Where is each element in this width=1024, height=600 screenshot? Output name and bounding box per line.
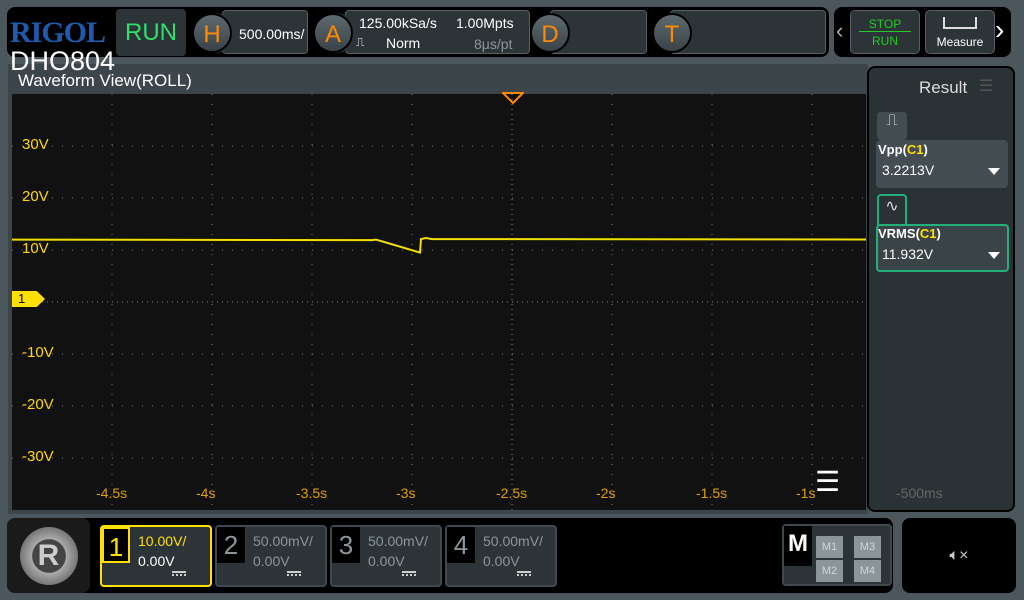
y-axis-label: -10V <box>22 344 54 361</box>
acquire-icon[interactable]: A <box>313 13 353 53</box>
dc-coupling-icon <box>402 571 416 576</box>
chevron-right-icon[interactable]: › <box>995 14 1005 45</box>
trigger-icon[interactable]: T <box>652 13 692 53</box>
channel-scale: 50.00mV/ <box>253 533 313 549</box>
channel-3-box[interactable]: 3 50.00mV/ 0.00V <box>330 525 442 587</box>
dropdown-icon[interactable] <box>988 252 1000 265</box>
drag-handle-icon[interactable]: ☰ <box>979 78 994 95</box>
channel-offset: 0.00V <box>253 553 290 569</box>
math-m1-button[interactable]: M1 <box>816 536 843 558</box>
sample-rate: 125.00kSa/s <box>359 15 437 31</box>
pulse-icon: ⎍ <box>356 35 365 49</box>
run-status-button[interactable]: RUN <box>116 9 186 56</box>
run-label: RUN <box>872 34 898 48</box>
y-axis-label: 30V <box>22 136 49 153</box>
channel-scale: 10.00V/ <box>138 533 187 549</box>
measure-name: Vpp <box>878 142 903 157</box>
channel-number: 1 <box>102 527 130 563</box>
measure-name: VRMS <box>878 226 916 241</box>
x-axis-label: -4.5s <box>96 485 128 501</box>
rigol-home-button[interactable]: R <box>7 518 90 593</box>
x-axis-label: -4s <box>196 485 216 501</box>
measure-value: 11.932V <box>882 246 934 262</box>
math-m4-button[interactable]: M4 <box>854 560 881 582</box>
measure-label: Measure <box>936 35 984 49</box>
x-axis-label: -1s <box>796 485 816 501</box>
stop-label: STOP <box>859 17 911 32</box>
measure-value: 3.2213V <box>882 162 935 178</box>
math-m2-button[interactable]: M2 <box>816 560 843 582</box>
horizontal-icon[interactable]: H <box>192 13 232 53</box>
memory-depth: 1.00Mpts <box>456 15 514 31</box>
trigger-box[interactable] <box>670 10 826 54</box>
channel-scale: 50.00mV/ <box>483 533 543 549</box>
result-panel: Result ☰ ⎍ Vpp(C1) 3.2213V ∿ VRMS(C1) 11… <box>867 66 1015 512</box>
menu-expand-icon[interactable]: ☰ <box>815 466 841 497</box>
x-axis-label: -3s <box>396 485 416 501</box>
math-label: M <box>784 526 812 566</box>
y-axis-label: 20V <box>22 188 49 205</box>
model-name: DHO804 <box>10 46 116 76</box>
waveform-svg <box>12 94 866 510</box>
result-title: Result <box>919 78 968 97</box>
measurement-vrms[interactable]: VRMS(C1) 11.932V <box>876 224 1009 272</box>
waveform-title: Waveform View(ROLL) <box>18 71 192 90</box>
channel-offset: 0.00V <box>368 553 405 569</box>
x-axis-label: -3.5s <box>296 485 328 501</box>
dropdown-icon[interactable] <box>988 168 1000 181</box>
math-m3-button[interactable]: M3 <box>854 536 881 558</box>
measure-button[interactable]: Measure <box>925 10 995 54</box>
waveform-grid[interactable] <box>12 94 866 510</box>
x-axis-label: -2s <box>596 485 616 501</box>
chevron-left-icon[interactable]: ‹ <box>836 18 844 43</box>
dc-coupling-icon <box>517 571 531 576</box>
channel-4-box[interactable]: 4 50.00mV/ 0.00V <box>445 525 557 587</box>
channel-offset: 0.00V <box>138 553 175 569</box>
channel1-offset-marker[interactable]: 1 <box>12 291 45 307</box>
dc-coupling-icon <box>172 571 186 576</box>
y-axis-label: -20V <box>22 396 54 413</box>
horizontal-scale-box[interactable]: 500.00ms/ <box>222 10 308 54</box>
x-axis-label: -2.5s <box>496 485 528 501</box>
channel-offset: 0.00V <box>483 553 520 569</box>
time-per-point: 8μs/pt <box>474 36 513 52</box>
y-axis-label: -30V <box>22 448 54 465</box>
sound-mute-icon[interactable]: 🔈︎× <box>902 518 1016 593</box>
rigol-logo: RIGOL <box>10 16 106 49</box>
gear-logo-icon: R <box>19 526 78 585</box>
measure-source: C1 <box>906 142 924 157</box>
channel-number: 2 <box>217 527 245 563</box>
acquire-box[interactable]: 125.00kSa/s 1.00Mpts ⎍ Norm 8μs/pt <box>345 10 530 54</box>
sine-measure-icon: ∿ <box>877 194 907 226</box>
y-axis-label: 10V <box>22 240 49 257</box>
stop-run-button[interactable]: STOP RUN <box>850 10 920 54</box>
channel-number: 3 <box>332 527 360 563</box>
horizontal-scale: 500.00ms/ <box>239 26 305 42</box>
math-box[interactable]: M M1 M3 M2 M4 <box>782 524 892 586</box>
channel-2-box[interactable]: 2 50.00mV/ 0.00V <box>215 525 327 587</box>
x-axis-label: -500ms <box>896 485 943 501</box>
dc-coupling-icon <box>287 571 301 576</box>
channel1-trace <box>12 237 866 254</box>
channel-scale: 50.00mV/ <box>368 533 428 549</box>
trigger-position-marker-icon[interactable] <box>502 92 524 106</box>
channel-1-box[interactable]: 1 10.00V/ 0.00V <box>100 525 212 587</box>
measurement-vpp[interactable]: Vpp(C1) 3.2213V <box>876 140 1008 188</box>
channel-number: 4 <box>447 527 475 563</box>
pulse-measure-icon: ⎍ <box>877 112 907 140</box>
x-axis-label: -1.5s <box>696 485 728 501</box>
ruler-icon <box>943 17 977 29</box>
acquire-mode: Norm <box>386 35 421 51</box>
display-icon[interactable]: D <box>530 13 570 53</box>
measure-source: C1 <box>919 226 937 241</box>
